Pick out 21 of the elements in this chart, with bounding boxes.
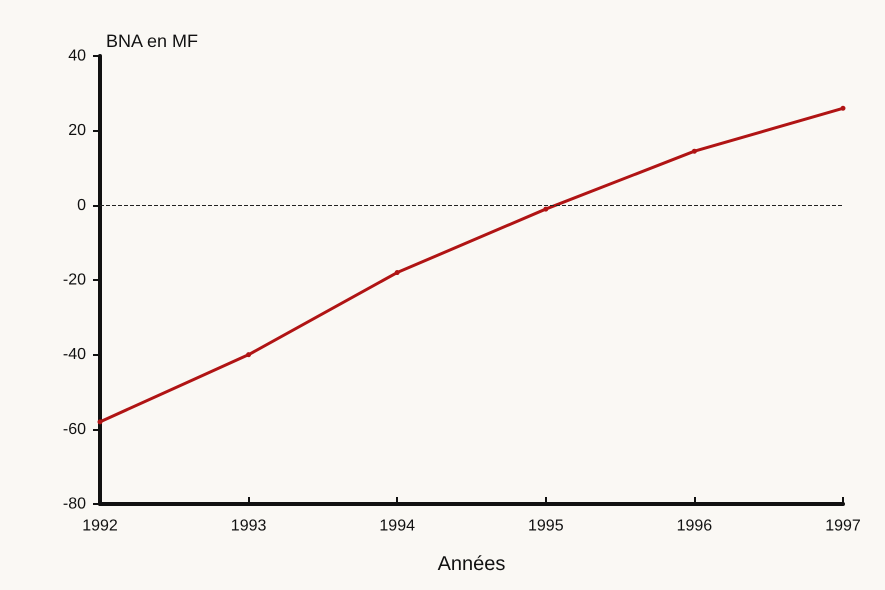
y-tick-label: -80 xyxy=(62,496,86,512)
point xyxy=(98,419,102,424)
x-axis-title: Années xyxy=(438,553,506,575)
y-tick-label: -60 xyxy=(62,420,86,438)
y-tick-label: -40 xyxy=(62,346,86,364)
x-tick-label: 1994 xyxy=(379,518,416,534)
point xyxy=(394,270,400,276)
y-tick-label: 20 xyxy=(68,122,86,140)
y-axis-title: BNA en MF xyxy=(106,31,198,51)
y-tick-label: 40 xyxy=(68,48,86,64)
point xyxy=(246,352,252,358)
point xyxy=(840,106,846,111)
x-tick-label: 1996 xyxy=(676,518,712,534)
y-tick-label: -20 xyxy=(62,272,86,288)
y-tick-label: 0 xyxy=(77,196,86,214)
point xyxy=(543,206,548,212)
x-tick-label: 1993 xyxy=(230,518,266,534)
x-tick-label: 1997 xyxy=(825,518,861,534)
x-tick-label: 1995 xyxy=(528,518,564,534)
x-tick-label: 1992 xyxy=(82,518,118,534)
point xyxy=(692,148,697,154)
